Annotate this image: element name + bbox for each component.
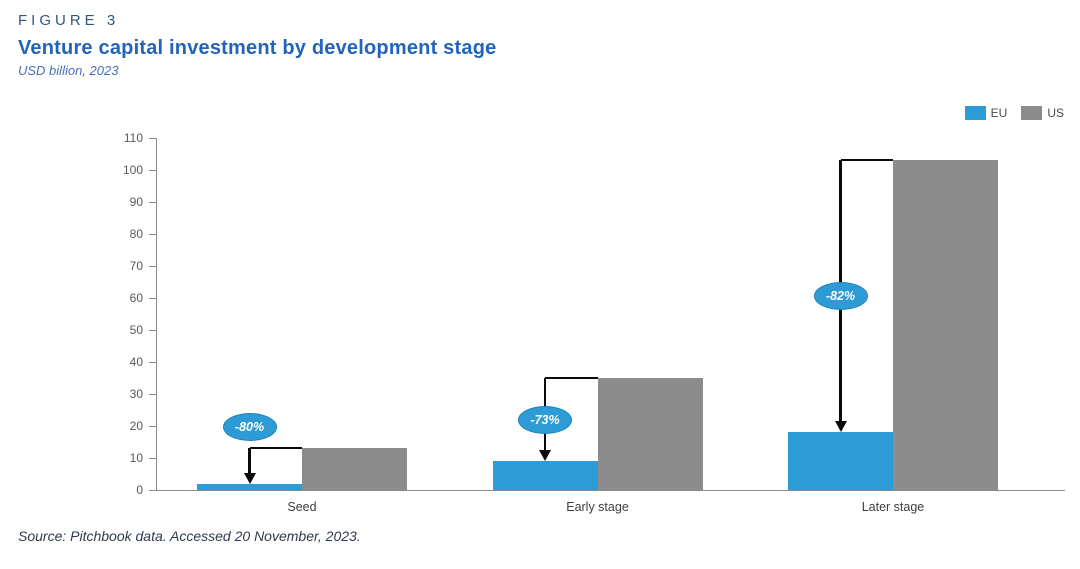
figure-label: FIGURE 3: [18, 12, 120, 29]
pct-change-badge-early-stage: -73%: [518, 405, 572, 434]
bar-us-early-stage: [597, 378, 703, 490]
annotation-drop-line-early-stage: [545, 377, 598, 379]
y-axis-tick: [149, 138, 156, 139]
y-axis-tick: [149, 490, 156, 491]
y-tick-label: 60: [129, 291, 143, 305]
y-axis-tick: [149, 426, 156, 427]
bar-eu-seed: [197, 483, 302, 490]
bar-us-later-stage: [893, 160, 998, 490]
annotation-arrow-head-seed: [243, 472, 256, 484]
legend-item-eu: EU: [964, 106, 1008, 120]
annotation-drop-line-seed: [249, 447, 302, 450]
y-axis-tick: [149, 202, 156, 203]
x-axis-line: [156, 490, 1065, 491]
pct-change-badge-seed: -80%: [222, 413, 277, 442]
annotation-arrow-head-later-stage: [834, 421, 847, 433]
y-tick-label: 50: [129, 323, 143, 337]
category-label-seed: Seed: [287, 500, 317, 514]
legend-label-eu: EU: [990, 106, 1008, 120]
y-tick-label: 90: [129, 195, 143, 209]
y-tick-label: 100: [122, 163, 143, 177]
bar-us-seed: [302, 448, 407, 490]
source-note: Source: Pitchbook data. Accessed 20 Nove…: [18, 528, 361, 544]
y-axis-line: [156, 138, 157, 490]
chart-subtitle: USD billion, 2023: [18, 63, 119, 78]
y-tick-label: 70: [129, 259, 143, 273]
y-axis-tick: [149, 330, 156, 331]
bar-eu-later-stage: [788, 432, 893, 490]
y-tick-label: 20: [129, 419, 143, 433]
category-label-later-stage: Later stage: [861, 500, 925, 514]
y-tick-label: 30: [129, 387, 143, 401]
annotation-arrow-shaft-seed: [248, 448, 251, 474]
legend-label-us: US: [1047, 106, 1064, 120]
legend-swatch-us: [1021, 106, 1043, 120]
y-axis-tick: [149, 234, 156, 235]
pct-change-badge-later-stage: -82%: [813, 282, 868, 311]
y-tick-label: 0: [136, 483, 143, 497]
y-tick-label: 110: [123, 131, 143, 145]
legend-item-us: US: [1021, 106, 1064, 120]
annotation-arrow-head-early-stage: [539, 450, 551, 462]
y-tick-label: 10: [129, 451, 143, 465]
y-tick-label: 40: [129, 355, 143, 369]
figure-header: FIGURE 3 Venture capital investment by d…: [18, 12, 496, 78]
bar-eu-early-stage: [492, 461, 598, 490]
y-axis-tick: [149, 362, 156, 363]
y-axis-tick: [149, 458, 156, 459]
y-axis-tick: [149, 266, 156, 267]
chart-legend: EU US: [964, 106, 1064, 120]
y-axis-tick: [149, 394, 156, 395]
y-axis-tick: [149, 298, 156, 299]
category-label-early-stage: Early stage: [566, 500, 629, 514]
y-tick-label: 80: [129, 227, 143, 241]
chart-title: Venture capital investment by developmen…: [18, 37, 497, 59]
annotation-drop-line-later-stage: [840, 159, 893, 162]
y-axis-tick: [149, 170, 156, 171]
legend-swatch-eu: [964, 106, 986, 120]
